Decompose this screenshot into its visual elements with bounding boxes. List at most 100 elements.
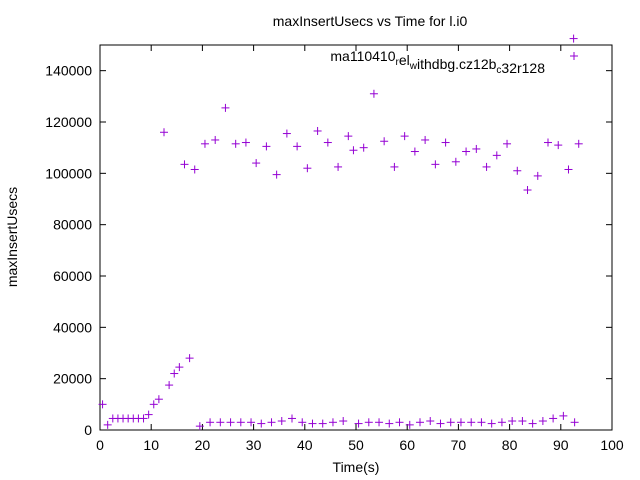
data-point: [554, 141, 563, 150]
data-point: [323, 138, 332, 147]
x-tick-label: 10: [143, 437, 159, 453]
x-tick-label: 50: [348, 437, 364, 453]
data-point: [349, 146, 358, 155]
x-tick-label: 100: [600, 437, 624, 453]
y-tick-label: 60000: [53, 268, 92, 284]
data-point: [508, 417, 517, 426]
y-axis-label: maxInsertUsecs: [4, 187, 20, 287]
data-point: [518, 417, 527, 426]
data-point: [467, 418, 476, 427]
data-point: [503, 139, 512, 148]
data-point: [426, 417, 435, 426]
data-point: [472, 144, 481, 153]
data-point: [441, 138, 450, 147]
data-point: [523, 186, 532, 195]
data-point: [221, 103, 230, 112]
y-tick-label: 140000: [45, 63, 92, 79]
x-axis-label: Time(s): [333, 459, 380, 475]
x-tick-label: 0: [96, 437, 104, 453]
legend-marker: [570, 52, 578, 60]
data-point: [492, 151, 501, 160]
data-point: [154, 395, 163, 404]
data-point: [538, 417, 547, 426]
data-point: [477, 418, 486, 427]
data-point: [533, 171, 542, 180]
data-point: [277, 417, 286, 426]
data-point: [190, 165, 199, 174]
data-points: [98, 34, 583, 431]
data-point: [252, 159, 261, 168]
y-tick-label: 80000: [53, 217, 92, 233]
data-point: [359, 143, 368, 152]
data-point: [570, 418, 579, 427]
data-point: [144, 410, 153, 419]
data-point: [98, 400, 107, 409]
data-point: [226, 418, 235, 427]
data-point: [170, 369, 179, 378]
x-tick-label: 20: [195, 437, 211, 453]
data-point: [385, 419, 394, 428]
data-point: [380, 137, 389, 146]
data-point: [364, 418, 373, 427]
data-point: [262, 142, 271, 151]
data-point: [257, 419, 266, 428]
data-point: [195, 422, 204, 431]
legend-label: ma110410relwithdbg.cz12bc32r128: [330, 48, 545, 76]
data-point: [436, 419, 445, 428]
data-point: [247, 418, 256, 427]
data-point: [549, 414, 558, 423]
data-point: [288, 414, 296, 423]
data-point: [328, 418, 337, 427]
data-point: [298, 418, 307, 427]
data-point: [395, 418, 404, 427]
data-point: [185, 354, 194, 363]
data-point: [431, 160, 440, 169]
y-tick-label: 20000: [53, 371, 92, 387]
data-point: [180, 160, 189, 169]
data-point: [103, 420, 112, 429]
data-point: [421, 135, 430, 144]
data-point: [272, 170, 281, 179]
plot-axes: [99, 44, 613, 431]
data-point: [564, 165, 573, 174]
data-point: [303, 164, 312, 173]
data-point: [175, 363, 184, 372]
data-point: [165, 381, 174, 390]
chart-title: maxInsertUsecs vs Time for l.i0: [273, 13, 468, 29]
data-point: [313, 126, 322, 135]
data-point: [416, 418, 424, 427]
data-point: [334, 162, 343, 171]
data-point: [400, 132, 409, 141]
data-point: [267, 418, 276, 427]
data-point: [544, 138, 552, 147]
data-point: [375, 418, 384, 427]
data-point: [241, 138, 250, 147]
x-tick-label: 40: [297, 437, 313, 453]
x-tick-label: 60: [399, 437, 415, 453]
x-tick-label: 70: [451, 437, 467, 453]
axis-ticks: 0 10 20 30 40 50 60 70 80 90 100 0 20000 40000 60000 80…: [45, 45, 624, 453]
y-tick-label: 0: [84, 422, 92, 438]
data-point: [513, 166, 522, 175]
y-tick-label: 100000: [45, 165, 92, 181]
y-tick-label: 40000: [53, 319, 92, 335]
data-point: [369, 89, 378, 98]
data-point: [528, 419, 537, 428]
x-tick-label: 90: [553, 437, 569, 453]
data-point: [149, 400, 158, 409]
data-point: [206, 418, 215, 427]
data-point: [390, 162, 399, 171]
x-tick-label: 30: [246, 437, 262, 453]
data-point: [497, 418, 506, 427]
data-point: [308, 419, 317, 428]
data-point: [318, 419, 327, 428]
x-tick-label: 80: [502, 437, 518, 453]
data-point: [160, 128, 168, 137]
data-point: [487, 419, 496, 428]
data-point: [451, 157, 460, 166]
data-point: [354, 419, 363, 428]
data-point: [139, 414, 148, 423]
y-tick-label: 120000: [45, 114, 92, 130]
data-point: [574, 139, 583, 148]
